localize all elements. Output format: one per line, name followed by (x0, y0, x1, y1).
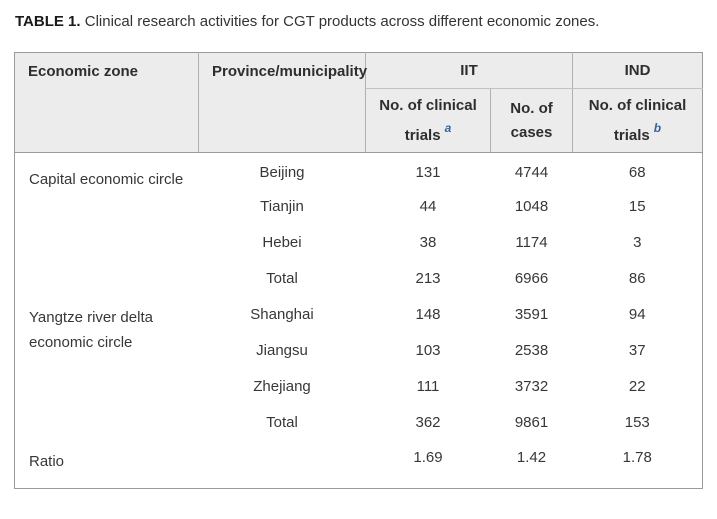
table-row: Capital economic circle Beijing 131 4744… (15, 153, 703, 189)
table-body: Capital economic circle Beijing 131 4744… (15, 153, 703, 489)
province-cell: Shanghai (250, 305, 314, 323)
ind-trials-cell: 1.78 (622, 448, 652, 466)
iit-cases-cell: 1.42 (516, 448, 547, 466)
zone-cell: Yangtze river delta economic circle (29, 308, 153, 351)
ind-trials-cell: 3 (633, 233, 642, 251)
iit-trials-cell: 111 (416, 377, 440, 395)
ind-trials-cell: 86 (628, 269, 646, 287)
iit-trials-cell: 1.69 (413, 448, 443, 466)
iit-cases-label: No. of cases (510, 99, 553, 141)
iit-cases-cell: 3591 (514, 305, 549, 323)
table-row: Jiangsu 103 2538 37 (15, 333, 703, 369)
ind-trials-cell: 153 (624, 413, 650, 431)
iit-cases-cell: 3732 (514, 377, 549, 395)
col-group-iit: IIT (365, 52, 573, 89)
ind-trials-cell: 68 (628, 164, 646, 182)
province-cell: Total (266, 269, 298, 287)
table-row: Total 362 9861 153 (15, 405, 703, 441)
clinical-research-table: Economic zone Province/municipality IIT … (14, 52, 703, 489)
table-caption: TABLE 1. Clinical research activities fo… (15, 12, 703, 32)
table-caption-label: TABLE 1. (15, 13, 81, 30)
iit-trials-cell: 38 (419, 233, 437, 251)
table-row: Yangtze river delta economic circle Shan… (15, 297, 703, 351)
table-caption-text: Clinical research activities for CGT pro… (80, 13, 600, 30)
table-row: Hebei 38 1174 3 (15, 225, 703, 261)
zone-cell: Ratio (29, 452, 65, 470)
iit-cases-cell: 1174 (515, 233, 548, 251)
iit-trials-cell: 213 (415, 269, 441, 287)
col-header-iit-trials: No. of clinical trials a (365, 88, 491, 153)
table-row-ratio: Ratio 1.69 1.42 1.78 (15, 441, 703, 489)
col-header-economic-zone: Economic zone (14, 52, 199, 153)
table-row: Tianjin 44 1048 15 (15, 189, 703, 225)
province-cell: Total (266, 413, 298, 431)
header-row-subcolumns: No. of clinical trials a No. of cases No.… (15, 88, 703, 153)
ind-trials-cell: 37 (628, 341, 646, 359)
footnote-b-link[interactable]: b (653, 120, 662, 135)
ind-trials-cell: 15 (628, 197, 646, 215)
header-row-groups: Economic zone Province/municipality IIT … (14, 52, 703, 153)
table-row: Total 213 6966 86 (15, 261, 703, 297)
province-cell: Jiangsu (256, 341, 308, 359)
iit-trials-cell: 148 (415, 305, 441, 323)
table-row: Zhejiang 111 3732 22 (15, 369, 703, 405)
province-cell: Tianjin (260, 197, 304, 215)
col-header-province-municipality: Province/municipality (198, 52, 367, 153)
footnote-a-link[interactable]: a (444, 120, 452, 135)
ind-trials-label: No. of clinical trials (588, 96, 687, 144)
province-cell: Hebei (262, 233, 302, 251)
col-group-ind: IND (572, 52, 703, 89)
province-cell (199, 441, 366, 489)
iit-cases-cell: 6966 (514, 269, 549, 287)
iit-cases-cell: 2538 (514, 341, 549, 359)
iit-cases-cell: 9861 (514, 413, 549, 431)
iit-trials-label: No. of clinical trials (379, 96, 477, 144)
iit-trials-cell: 131 (415, 164, 441, 182)
ind-trials-cell: 94 (628, 305, 646, 323)
iit-cases-cell: 1048 (514, 197, 549, 215)
table-header: Economic zone Province/municipality IIT … (14, 52, 703, 153)
iit-cases-cell: 4744 (514, 164, 549, 182)
iit-trials-cell: 362 (415, 413, 441, 431)
zone-cell: Capital economic circle (29, 171, 184, 188)
col-header-ind-trials: No. of clinical trials b (572, 88, 703, 153)
iit-trials-cell: 103 (415, 341, 441, 359)
col-header-iit-cases: No. of cases (490, 88, 573, 153)
province-cell: Beijing (259, 164, 305, 182)
province-cell: Zhejiang (253, 377, 311, 395)
ind-trials-cell: 22 (628, 377, 646, 395)
iit-trials-cell: 44 (419, 197, 437, 215)
